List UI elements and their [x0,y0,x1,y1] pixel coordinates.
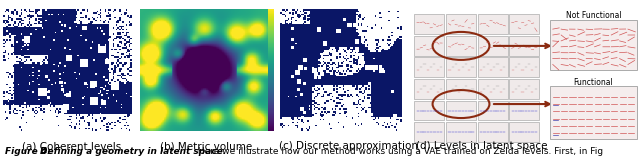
FancyBboxPatch shape [415,14,444,34]
FancyBboxPatch shape [550,86,637,139]
FancyBboxPatch shape [446,36,476,56]
FancyBboxPatch shape [509,14,539,34]
Text: (b) Metric volume: (b) Metric volume [160,141,252,151]
FancyBboxPatch shape [415,101,444,120]
FancyBboxPatch shape [446,122,476,142]
FancyBboxPatch shape [509,36,539,56]
FancyBboxPatch shape [446,79,476,99]
Text: (d) Levels in latent space: (d) Levels in latent space [415,141,547,151]
Text: Here we illustrate how our method works using a VAE trained on Zelda levels. Fir: Here we illustrate how our method works … [195,147,604,156]
FancyBboxPatch shape [477,79,508,99]
FancyBboxPatch shape [550,21,637,70]
FancyBboxPatch shape [446,101,476,120]
FancyBboxPatch shape [477,122,508,142]
FancyBboxPatch shape [446,58,476,77]
Text: Not Functional: Not Functional [566,11,621,20]
Text: (c) Discrete approximation: (c) Discrete approximation [279,141,419,151]
Text: Functional: Functional [573,78,614,87]
FancyBboxPatch shape [509,122,539,142]
FancyBboxPatch shape [446,14,476,34]
FancyBboxPatch shape [477,14,508,34]
FancyBboxPatch shape [477,36,508,56]
FancyBboxPatch shape [477,58,508,77]
Text: Defining a geometry in latent space.: Defining a geometry in latent space. [40,147,226,156]
Text: Figure 4:: Figure 4: [5,147,54,156]
FancyBboxPatch shape [509,101,539,120]
Text: (a) Coherent levels: (a) Coherent levels [22,141,122,151]
FancyBboxPatch shape [415,122,444,142]
FancyBboxPatch shape [477,101,508,120]
FancyBboxPatch shape [415,79,444,99]
FancyBboxPatch shape [415,58,444,77]
FancyBboxPatch shape [415,36,444,56]
FancyBboxPatch shape [509,58,539,77]
FancyBboxPatch shape [509,79,539,99]
